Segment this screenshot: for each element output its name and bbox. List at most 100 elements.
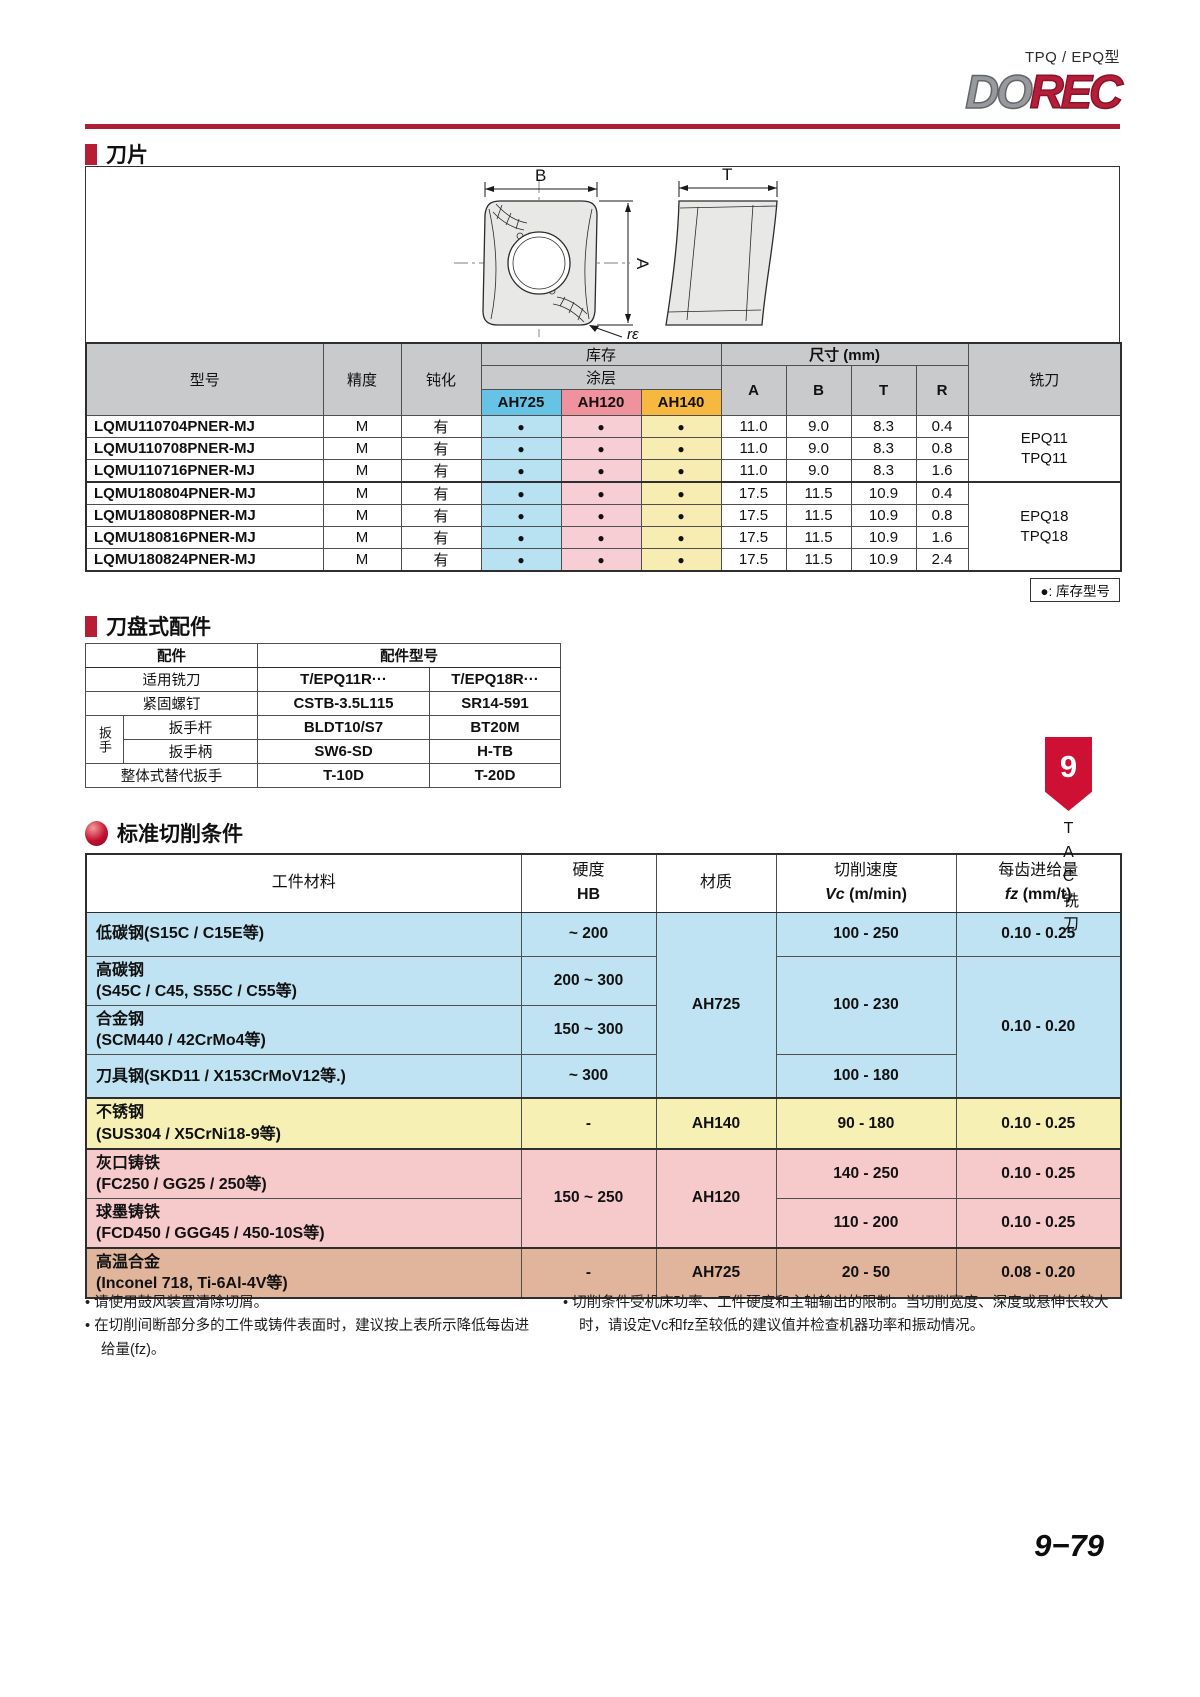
footnote: • 切削条件受机床功率、工件硬度和主轴输出的限制。当切削宽度、深度或悬伸长较大时… bbox=[563, 1295, 1109, 1335]
insert-precision: M bbox=[322, 459, 402, 483]
dim-t-lines bbox=[678, 181, 778, 197]
dim-a: 17.5 bbox=[720, 481, 787, 505]
cutting-conditions-table: 工件材料 硬度 HB 材质 切削速度 Vc (m/min) 每齿进给量 fz (… bbox=[85, 853, 1122, 1300]
col-header-ah120: AH120 bbox=[560, 389, 642, 416]
insert-honing: 有 bbox=[400, 504, 482, 527]
dim-b-label: B bbox=[535, 167, 546, 185]
footnotes: • 请使用鼓风装置清除切屑。 • 在切削间断部分多的工件或铸件表面时，建议按上表所… bbox=[85, 1292, 1120, 1362]
value-cell: ~ 300 bbox=[520, 1053, 657, 1099]
insert-honing: 有 bbox=[400, 548, 482, 572]
feed-symbol: fz bbox=[1004, 886, 1019, 904]
dim-b: 11.5 bbox=[785, 548, 852, 572]
section-title-inserts: 刀片 bbox=[85, 139, 148, 169]
accessory-row: 紧固螺钉 CSTB-3.5L115 SR14-591 bbox=[85, 691, 561, 716]
value-cell: - bbox=[520, 1097, 657, 1150]
dim-t: 8.3 bbox=[850, 415, 917, 438]
value-cell: 140 - 250 bbox=[775, 1147, 957, 1199]
value-cell: 0.10 - 0.25 bbox=[955, 1097, 1122, 1150]
stock-dot-ah120: ● bbox=[560, 459, 642, 483]
cutting-row: 低碳钢(S15C / C15E等) ~ 200 AH725 100 - 250 0.10… bbox=[85, 911, 1122, 1099]
chapter-number: 9 bbox=[1059, 749, 1078, 784]
inserts-header-row-2: 涂层 A B T R bbox=[86, 365, 1121, 416]
col-header-ah725: AH725 bbox=[480, 389, 562, 416]
accessory-model-1: T/EPQ11R··· bbox=[257, 667, 430, 692]
logo-gray-text: DO bbox=[965, 65, 1034, 118]
section-title-text: 刀片 bbox=[106, 144, 148, 167]
stock-dot-ah725: ● bbox=[480, 481, 562, 505]
stock-dot-ah725: ● bbox=[480, 504, 562, 527]
col-header-precision: 精度 bbox=[322, 342, 402, 416]
value-cell: 0.10 - 0.20 bbox=[955, 955, 1122, 1099]
col-header-dimensions: 尺寸 (mm) bbox=[720, 342, 969, 366]
inserts-header-row-1: 型号 精度 钝化 库存 尺寸 (mm) 铣刀 bbox=[85, 342, 1122, 416]
insert-honing: 有 bbox=[400, 437, 482, 460]
cutting-row: 合金钢 (SCM440 / 42CrMo4等) 150 ~ 300 bbox=[85, 1004, 1121, 1055]
col-header-honing: 钝化 bbox=[400, 342, 482, 416]
inserts-header-row-3: AH725 AH120 AH140 bbox=[86, 389, 1121, 416]
value-cell: 150 ~ 250 bbox=[520, 1147, 657, 1249]
stock-dot-ah725: ● bbox=[480, 415, 562, 438]
col-header-cutting-speed: 切削速度 Vc (m/min) bbox=[775, 853, 957, 913]
insert-model: LQMU110708PNER-MJ bbox=[85, 437, 324, 460]
hardness-unit: HB bbox=[576, 886, 601, 904]
insert-precision: M bbox=[322, 504, 402, 527]
value-cell: 0.08 - 0.20 bbox=[955, 1247, 1122, 1299]
insert-honing: 有 bbox=[400, 526, 482, 549]
insert-row: LQMU110708PNER-MJ M 有 ● ● ● 11.0 9.0 8.3 0.8 bbox=[85, 437, 1121, 460]
dim-b-lines bbox=[484, 182, 598, 197]
accessory-model-2: SR14-591 bbox=[429, 691, 561, 716]
screw-hole bbox=[507, 231, 571, 295]
col-header-accessory-model: 配件型号 bbox=[257, 643, 561, 668]
chapter-tab: 9 bbox=[1045, 737, 1092, 811]
value-cell: 100 - 250 bbox=[775, 911, 957, 957]
dim-a-label: A bbox=[633, 258, 652, 270]
col-header-feed-per-tooth: 每齿进给量 fz (mm/t) bbox=[955, 853, 1122, 913]
insert-model: LQMU180804PNER-MJ bbox=[85, 481, 324, 505]
dim-t-label: T bbox=[722, 167, 732, 184]
dim-a-lines bbox=[597, 200, 633, 326]
cutting-row: 高碳钢 (S45C / C45, S55C / C55等) 200 ~ 300 100… bbox=[85, 955, 1122, 1099]
speed-title: 切削速度 bbox=[833, 862, 898, 880]
dim-a: 11.0 bbox=[720, 415, 787, 438]
logo-red-text: REC bbox=[1029, 65, 1124, 118]
dim-r: 2.4 bbox=[915, 548, 969, 572]
accessories-header-row: 配件 配件型号 bbox=[85, 643, 561, 668]
section-title-cutting: 标准切削条件 bbox=[85, 818, 243, 848]
series-label: TPQ / EPQ型 bbox=[1024, 49, 1120, 66]
dim-r: 0.4 bbox=[915, 415, 969, 438]
insert-model: LQMU180808PNER-MJ bbox=[85, 504, 324, 527]
col-header-dim-r: R bbox=[915, 365, 969, 416]
footnote: • 在切削间断部分多的工件或铸件表面时，建议按上表所示降低每齿进给量(fz)。 bbox=[85, 1318, 530, 1358]
value-cell: AH140 bbox=[655, 1097, 777, 1150]
speed-unit: Vc (m/min) bbox=[777, 883, 956, 907]
dim-b: 11.5 bbox=[785, 481, 852, 505]
stock-dot-ah120: ● bbox=[560, 504, 642, 527]
material-cell: 低碳钢(S15C / C15E等) bbox=[85, 911, 522, 957]
dim-r: 0.8 bbox=[915, 437, 969, 460]
stock-dot-ah725: ● bbox=[480, 459, 562, 483]
square-bullet-icon bbox=[85, 615, 97, 637]
dim-a: 17.5 bbox=[720, 548, 787, 572]
material-cell: 刀具钢(SKD11 / X153CrMoV12等.) bbox=[85, 1053, 522, 1099]
section-title-text: 标准切削条件 bbox=[117, 823, 243, 846]
value-cell: AH120 bbox=[655, 1147, 777, 1249]
accessory-model-1: CSTB-3.5L115 bbox=[257, 691, 430, 716]
dim-r: 0.8 bbox=[915, 504, 969, 527]
col-header-accessory: 配件 bbox=[85, 643, 258, 668]
accessory-label: 适用铣刀 bbox=[85, 667, 258, 692]
insert-row: LQMU180804PNER-MJ M 有 ● ● ● 17.5 11.5 10.9 0.4 EPQ… bbox=[85, 481, 1122, 572]
accessory-label: 整体式替代扳手 bbox=[85, 763, 258, 788]
accessory-row: 适用铣刀 T/EPQ11R··· T/EPQ18R··· bbox=[85, 667, 561, 692]
stock-dot-ah140: ● bbox=[640, 504, 722, 527]
insert-row: LQMU110716PNER-MJ M 有 ● ● ● 11.0 9.0 8.3 1.6 bbox=[85, 459, 1121, 483]
stock-dot-ah120: ● bbox=[560, 526, 642, 549]
ball-bullet-icon bbox=[85, 820, 108, 846]
col-header-dim-t: T bbox=[850, 365, 917, 416]
material-cell: 不锈钢 (SUS304 / X5CrNi18-9等) bbox=[85, 1097, 522, 1150]
dim-t: 10.9 bbox=[850, 548, 917, 572]
dim-b: 9.0 bbox=[785, 459, 852, 483]
stock-dot-ah120: ● bbox=[560, 548, 642, 572]
cutting-row: 灰口铸铁 (FC250 / GG25 / 250等) 150 ~ 250 AH120 1… bbox=[85, 1147, 1122, 1249]
dim-a: 17.5 bbox=[720, 504, 787, 527]
edge-land-right bbox=[584, 208, 593, 320]
